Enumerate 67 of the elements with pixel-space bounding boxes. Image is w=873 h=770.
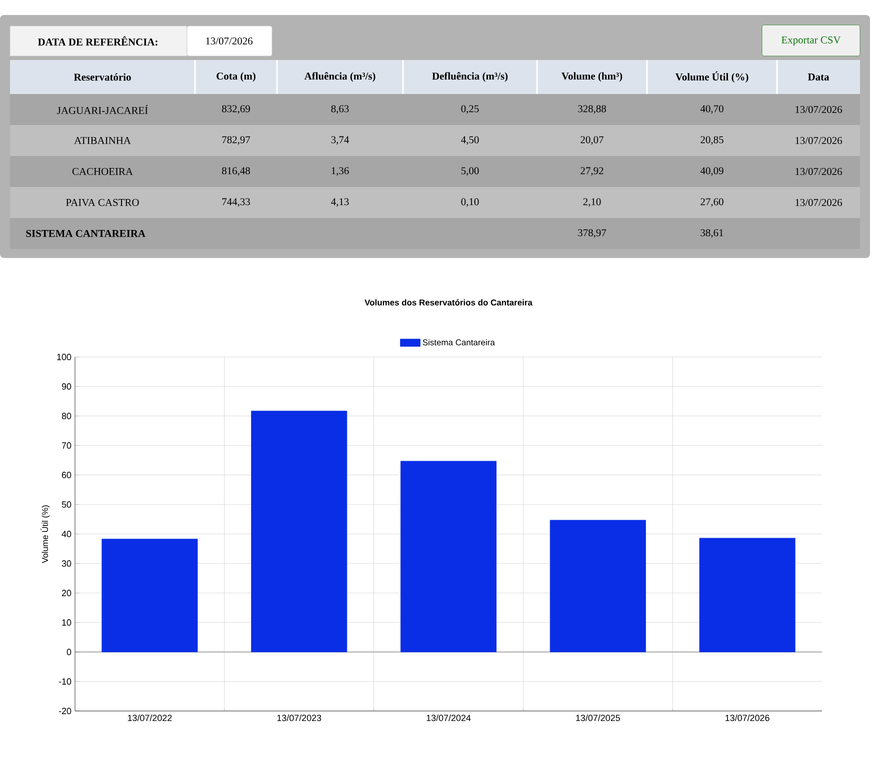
text: JAGUARI-JACAREÍ [57,104,148,114]
x-tick-label: 13/07/2025 [576,714,620,722]
text: 0,25 [461,105,479,114]
text: 40,70 [700,105,724,114]
text: CACHOEIRA [72,168,133,176]
x-tick-label: 13/07/2024 [426,714,471,722]
text: 4,13 [331,198,349,207]
text: 832,69 [222,105,250,114]
text: 0,10 [461,198,479,207]
bar [400,460,497,652]
text: 8,63 [331,105,349,114]
y-tick-label: -10 [58,678,72,685]
chart-title: Volumes dos Reservatórios do Cantareira [364,299,532,306]
y-tick-label: -20 [58,708,72,714]
text: 13/07/2026 [796,106,842,114]
legend-label: Sistema Cantareira [422,339,495,346]
text: 378,97 [578,229,606,238]
text: 40,09 [700,167,724,176]
text: 27,92 [580,167,604,176]
x-tick-label: 13/07/2022 [128,714,172,722]
bar [102,538,198,652]
y-tick-label: 60 [62,472,72,478]
y-tick-label: 90 [62,383,72,390]
category-label: Afluência (m³/s) [304,72,376,82]
text: 13/07/2026 [796,198,842,206]
text: 13/07/2026 [796,168,842,176]
bar [251,410,348,652]
y-tick-label: 40 [62,530,72,538]
text: 20,07 [580,136,604,145]
text: PAIVA CASTRO [66,198,139,206]
y-tick-label: 10 [62,619,72,626]
text: 20,85 [700,136,724,145]
text: SISTEMA CANTAREIRA [26,230,146,238]
y-tick-label: 20 [62,590,72,596]
category-label: Reservatório [74,73,131,81]
text: Exportar CSV [782,36,841,46]
x-tick-label: 13/07/2023 [277,714,322,722]
text: 782,97 [222,136,250,145]
y-axis-title: Volume Útil (%) [40,505,50,564]
y-tick-label: 70 [62,442,72,449]
y-tick-label: 30 [62,560,72,567]
y-tick-label: 0 [66,648,72,656]
text: 744,33 [222,198,250,207]
text: 38,61 [700,229,724,238]
text: ATIBAINHA [74,137,131,144]
category-label: Volume (hm³) [562,72,622,82]
text: 13/07/2026 [206,37,253,45]
text: 1,36 [332,167,349,176]
x-tick-label: 13/07/2026 [726,714,770,722]
text: DATA DE REFERÊNCIA: [38,36,158,46]
text: 4,50 [461,136,479,145]
text: 3,74 [331,136,349,145]
text: 328,88 [578,105,606,114]
category-label: Data [808,74,830,80]
category-label: Cota (m) [216,72,256,82]
text: 27,60 [700,198,724,207]
y-tick-label: 100 [57,354,72,360]
y-tick-label: 80 [62,412,72,420]
text: 5,00 [461,167,479,176]
bar [550,520,646,652]
bar [699,538,796,652]
text: 13/07/2026 [796,136,842,144]
text: 2,10 [583,198,601,207]
y-tick-label: 50 [62,501,72,508]
category-label: Defluência (m³/s) [432,72,508,82]
category-label: Volume Útil (%) [675,71,748,83]
text: 816,48 [222,167,250,176]
